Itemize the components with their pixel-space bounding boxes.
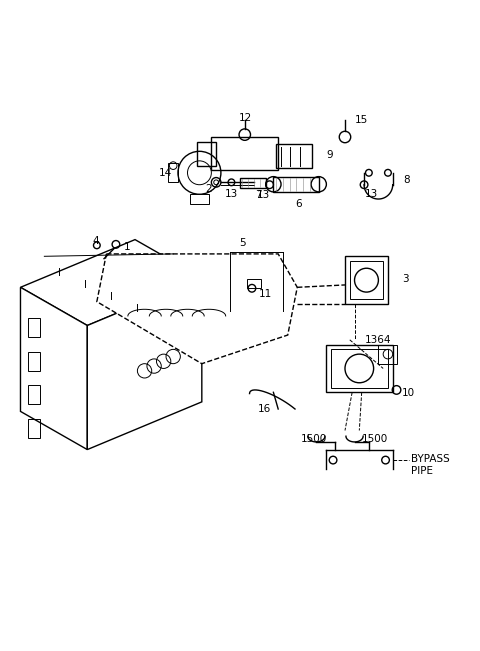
Text: 14: 14 xyxy=(159,168,172,178)
Text: 1364: 1364 xyxy=(365,335,392,345)
Bar xyxy=(274,176,319,192)
Text: 12: 12 xyxy=(239,113,252,123)
Bar xyxy=(197,142,216,165)
Text: 1500: 1500 xyxy=(362,434,388,443)
Text: 7: 7 xyxy=(255,190,262,201)
Text: BYPASS
PIPE: BYPASS PIPE xyxy=(411,454,450,476)
Bar xyxy=(326,344,393,393)
Bar xyxy=(345,256,388,304)
Bar xyxy=(350,261,383,299)
Bar xyxy=(276,144,312,168)
Text: 13: 13 xyxy=(365,189,378,199)
Bar xyxy=(28,352,39,371)
Bar xyxy=(190,194,209,204)
Polygon shape xyxy=(21,240,202,326)
Text: 9: 9 xyxy=(326,150,333,159)
Text: 15: 15 xyxy=(355,115,368,125)
Text: 8: 8 xyxy=(403,175,410,185)
Text: 3: 3 xyxy=(402,273,409,284)
Polygon shape xyxy=(87,278,202,450)
Bar xyxy=(28,385,39,404)
Polygon shape xyxy=(97,254,297,364)
Text: 6: 6 xyxy=(295,199,301,209)
Bar xyxy=(211,137,278,171)
Text: 13: 13 xyxy=(225,189,238,199)
Text: 2: 2 xyxy=(206,184,212,195)
Bar xyxy=(28,318,39,337)
Bar xyxy=(28,419,39,437)
Text: 11: 11 xyxy=(259,290,272,299)
Bar xyxy=(240,178,266,188)
Text: 13: 13 xyxy=(256,190,270,201)
Text: 1500: 1500 xyxy=(300,434,327,443)
Text: 5: 5 xyxy=(239,238,246,249)
Text: 10: 10 xyxy=(402,388,415,398)
Bar xyxy=(378,344,397,364)
Text: 16: 16 xyxy=(258,404,271,414)
Bar xyxy=(331,350,388,387)
Bar xyxy=(247,279,262,288)
Text: 1: 1 xyxy=(124,242,131,252)
Text: 4: 4 xyxy=(92,236,99,245)
Bar xyxy=(168,163,178,182)
Polygon shape xyxy=(21,287,87,450)
